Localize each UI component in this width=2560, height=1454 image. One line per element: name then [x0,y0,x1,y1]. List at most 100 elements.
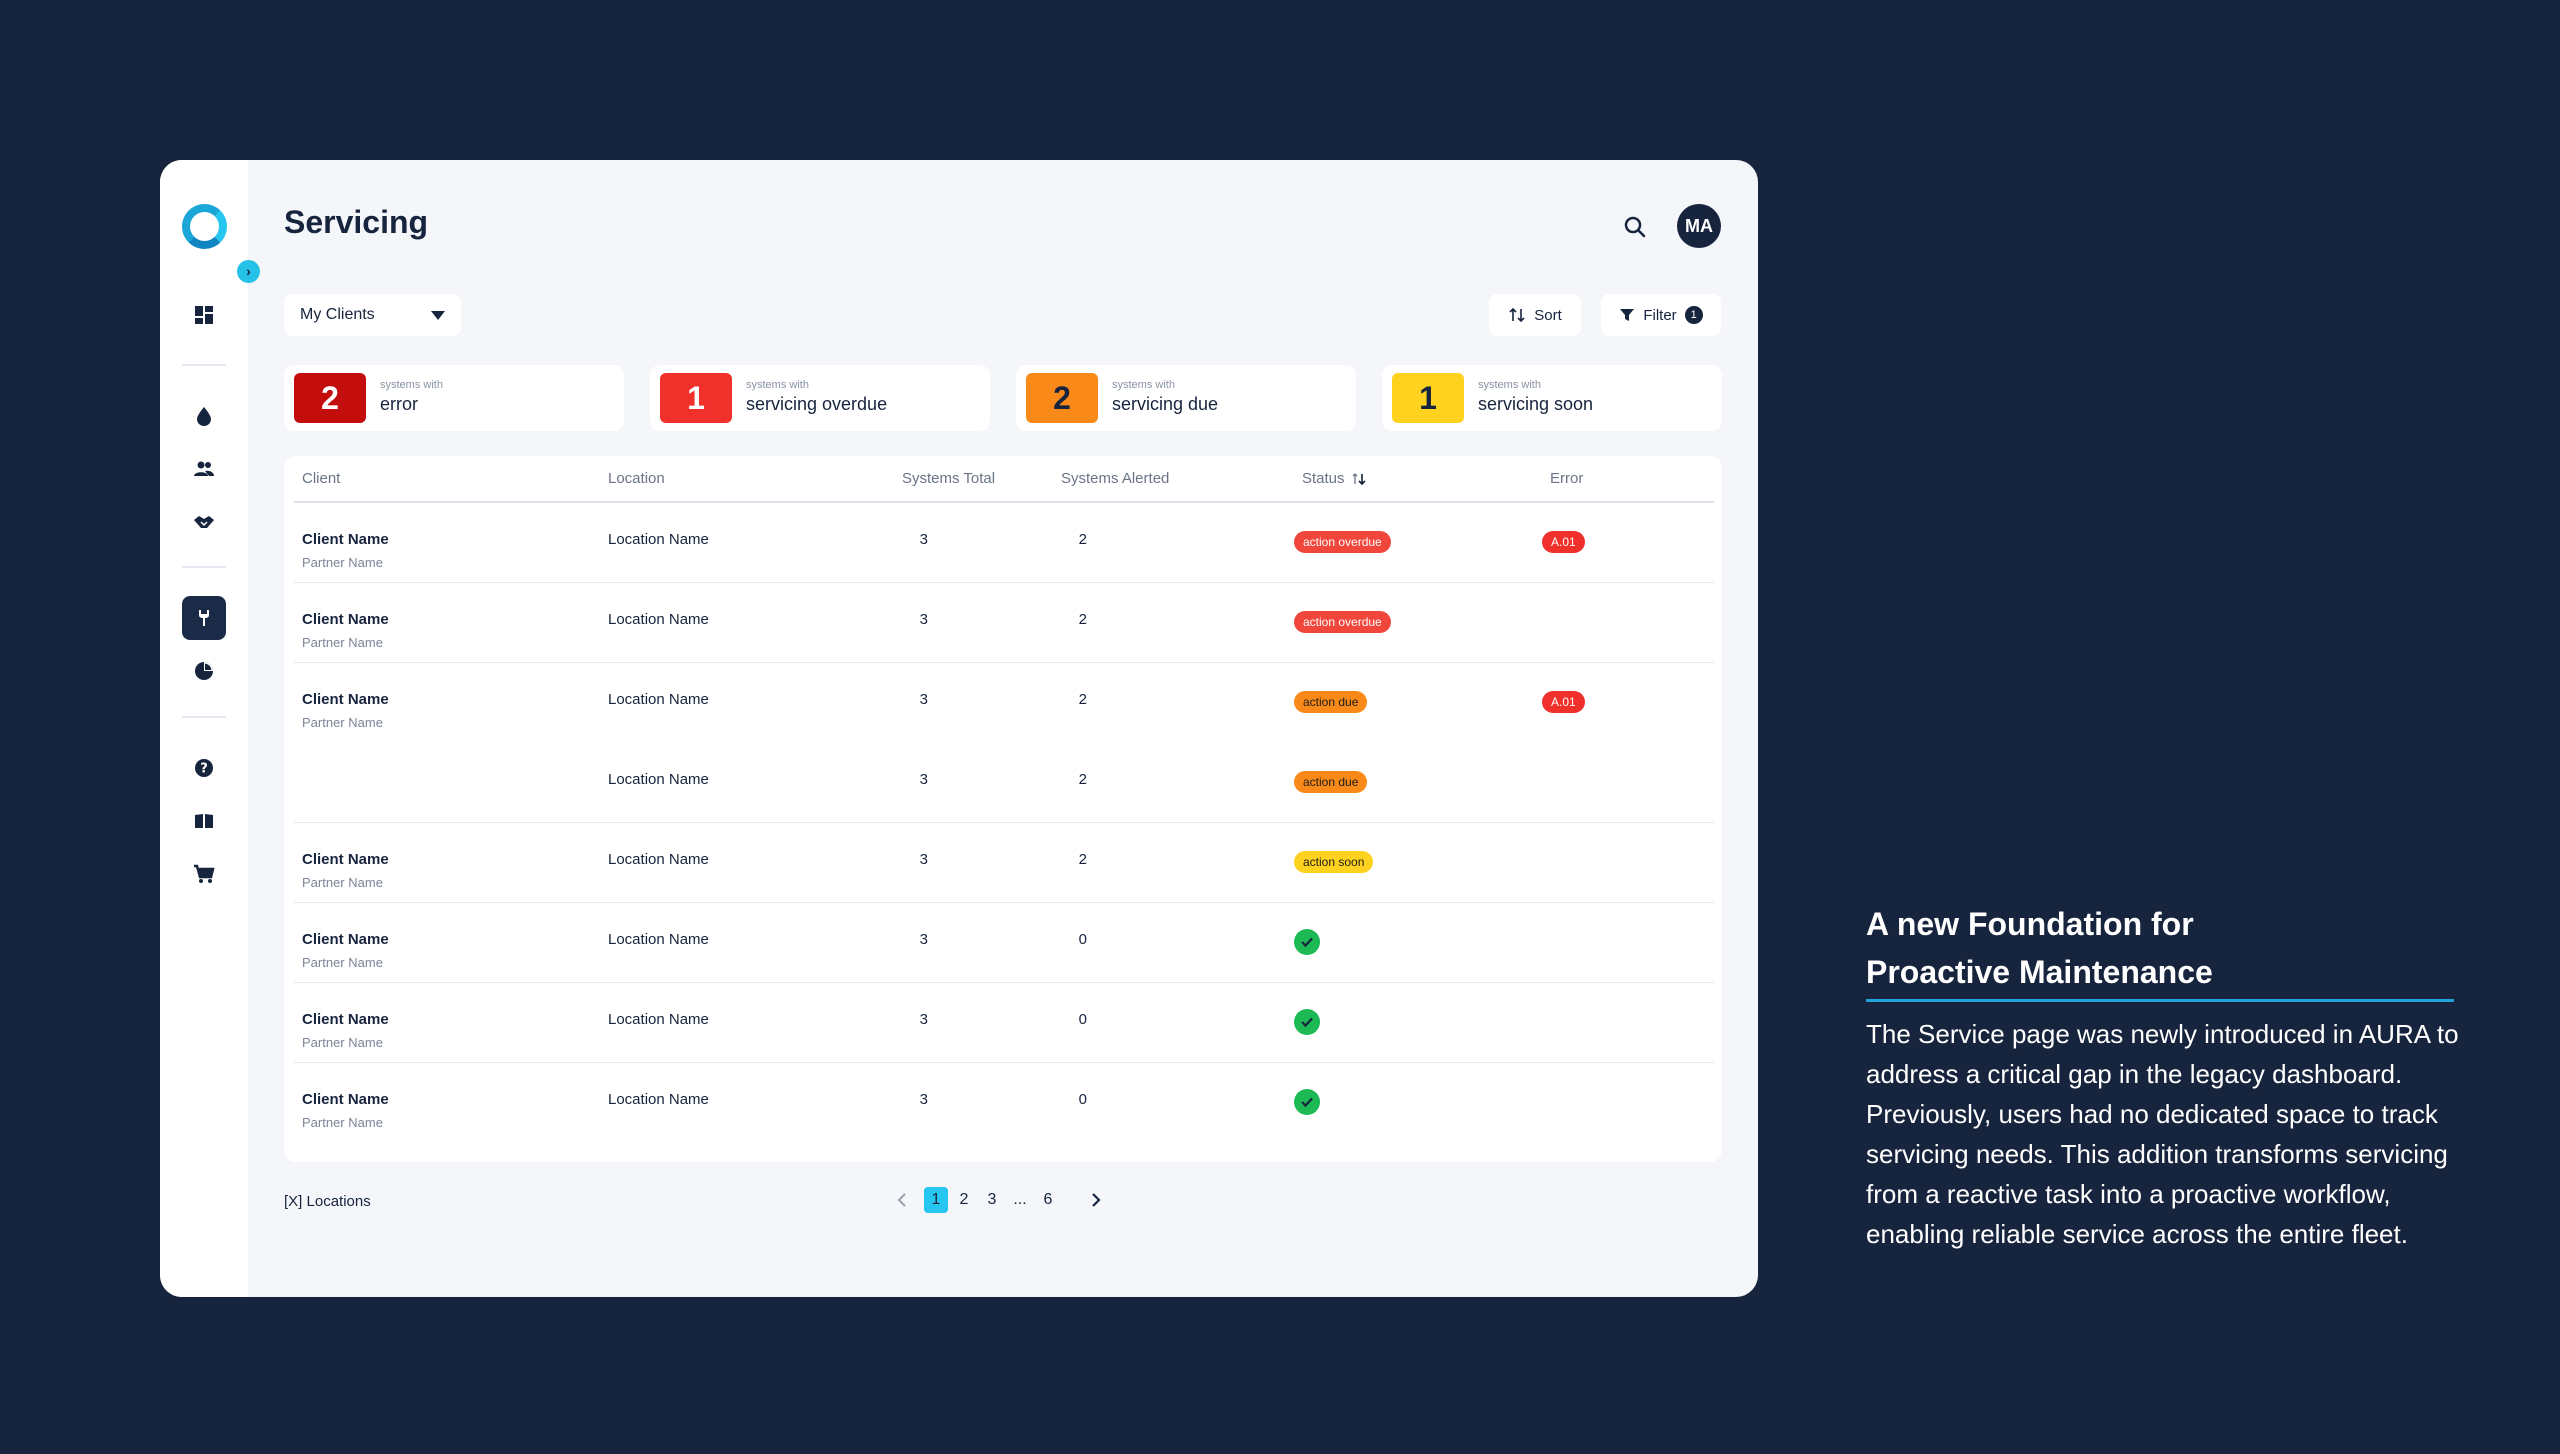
partner-name: Partner Name [302,955,383,970]
client-filter-value: My Clients [300,306,375,323]
systems-total: 3 [919,771,928,788]
partner-name: Partner Name [302,875,383,890]
client-name[interactable]: Client Name [302,931,389,948]
prev-page-button[interactable] [890,1187,914,1213]
page-2-button[interactable]: 2 [959,1191,969,1208]
table-row[interactable]: Client Name Partner Name Location Name 3 0 [284,983,1722,1063]
row-divider [294,982,1714,983]
description-heading: A new Foundation for Proactive Maintenan… [1866,906,2213,990]
stat-value: 1 [660,373,732,423]
column-header-location[interactable]: Location [608,470,665,487]
client-name[interactable]: Client Name [302,1011,389,1028]
sidebar-expand-button[interactable]: › [237,260,260,283]
systems-total: 3 [919,531,928,548]
users-icon[interactable] [182,447,226,491]
client-name[interactable]: Client Name [302,531,389,548]
search-icon[interactable] [1620,212,1650,242]
error-code-badge[interactable]: A.01 [1542,691,1585,713]
description-divider [1866,999,2454,1002]
logo[interactable] [182,204,227,249]
chevron-right-icon [1092,1193,1101,1207]
table-row[interactable]: Location Name 3 2 action due [284,743,1722,823]
page-1-button[interactable]: 1 [924,1187,948,1213]
status-badge: action overdue [1294,531,1391,553]
systems-total: 3 [919,1011,928,1028]
stat-prefix: systems with [746,379,809,391]
column-header-error[interactable]: Error [1550,470,1584,487]
page-ellipsis: ... [1013,1191,1027,1208]
stat-value: 2 [1026,373,1098,423]
client-name[interactable]: Client Name [302,691,389,708]
column-header-status[interactable]: Status [1302,470,1367,487]
location-name[interactable]: Location Name [608,531,709,548]
stat-label: servicing due [1112,394,1219,414]
location-name[interactable]: Location Name [608,771,709,788]
column-header-systems-alerted[interactable]: Systems Alerted [1061,470,1170,487]
client-name[interactable]: Client Name [302,611,389,628]
status-badge: action overdue [1294,611,1391,633]
status-badge: action soon [1294,851,1374,873]
check-icon [1294,1089,1320,1115]
stat-card[interactable]: 2 systems with servicing due [1016,365,1356,431]
location-name[interactable]: Location Name [608,1091,709,1108]
partner-name: Partner Name [302,635,383,650]
sidebar: › ? [160,160,260,1297]
stat-card[interactable]: 1 systems with servicing overdue [650,365,990,431]
wrench-icon[interactable] [182,596,226,640]
status-header-label: Status [1302,470,1345,487]
stat-value: 1 [1392,373,1464,423]
sort-icon[interactable] [1351,471,1367,487]
page-6-button[interactable]: 6 [1043,1191,1053,1208]
systems-total: 3 [919,851,928,868]
client-name[interactable]: Client Name [302,1091,389,1108]
next-page-button[interactable] [1084,1187,1108,1213]
description-body: The Service page was newly introduced in… [1866,1019,2459,1249]
table-row[interactable]: Client Name Partner Name Location Name 3 2 ac… [284,583,1722,663]
book-icon[interactable] [182,799,226,843]
page-list: 1 2 3... 6 [924,1187,1060,1213]
table-row[interactable]: Client Name Partner Name Location Name 3 0 [284,1063,1722,1143]
table-row[interactable]: Client Name Partner Name Location Name 3 2 ac… [284,823,1722,903]
table-row[interactable]: Client Name Partner Name Location Name 3 2 ac… [284,503,1722,583]
page-title: Servicing [284,204,429,240]
column-header-systems-total[interactable]: Systems Total [902,470,996,487]
page-3-button[interactable]: 3 [987,1191,997,1208]
table-row[interactable]: Client Name Partner Name Location Name 3 2 ac… [284,663,1722,743]
location-name[interactable]: Location Name [608,851,709,868]
row-divider [294,662,1714,663]
water-drop-icon[interactable] [182,394,226,438]
location-name[interactable]: Location Name [608,1011,709,1028]
client-name[interactable]: Client Name [302,851,389,868]
handshake-icon[interactable] [182,500,226,544]
filter-icon [1620,309,1635,321]
header-divider [294,501,1714,503]
location-name[interactable]: Location Name [608,691,709,708]
stat-card[interactable]: 1 systems with servicing soon [1382,365,1722,431]
row-divider [294,902,1714,903]
systems-alerted: 2 [1078,611,1087,628]
nav-divider [182,716,226,718]
column-header-client[interactable]: Client [302,470,341,487]
sort-button[interactable]: Sort [1489,294,1581,336]
stat-label: servicing soon [1478,394,1594,414]
stat-card[interactable]: 2 systems with error [284,365,624,431]
systems-alerted: 0 [1078,1091,1087,1108]
location-name[interactable]: Location Name [608,611,709,628]
status-badge: action due [1294,691,1368,713]
avatar[interactable]: MA [1677,204,1721,248]
servicing-table: Client Location Systems Total Systems Al… [284,456,1722,1162]
location-name[interactable]: Location Name [608,931,709,948]
error-code-badge[interactable]: A.01 [1542,531,1585,553]
cart-icon[interactable] [182,852,226,896]
filter-button[interactable]: Filter 1 [1601,294,1721,336]
client-filter-dropdown[interactable]: My Clients [284,294,461,336]
row-divider [294,822,1714,823]
systems-alerted: 2 [1078,531,1087,548]
table-row[interactable]: Client Name Partner Name Location Name 3 0 [284,903,1722,983]
svg-text:?: ? [200,762,208,777]
stat-label: servicing overdue [746,394,888,414]
pie-chart-icon[interactable] [182,649,226,693]
systems-alerted: 0 [1078,931,1087,948]
dashboard-icon[interactable] [182,293,226,337]
help-icon[interactable]: ? [182,746,226,790]
